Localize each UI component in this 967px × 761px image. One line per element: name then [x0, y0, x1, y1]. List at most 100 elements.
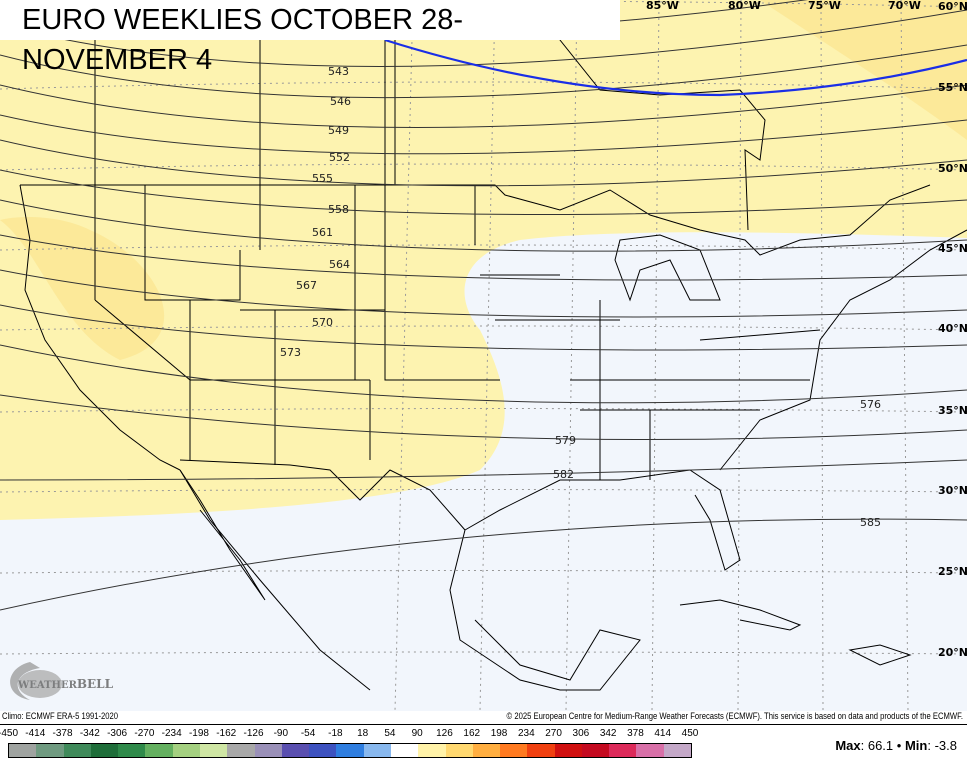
- us-mexico-border: [179, 459, 466, 531]
- colorbar-tick-label: 450: [681, 728, 699, 739]
- colorbar-swatch: [363, 744, 391, 757]
- strong-anomaly-region-ne: [760, 0, 967, 140]
- lat-label: 40°N: [938, 322, 967, 335]
- contour-label: 579: [555, 434, 576, 447]
- max-label: Max: [835, 738, 861, 753]
- contour-label: 573: [280, 346, 301, 359]
- mexico-coast: [449, 529, 641, 691]
- contour-label: 555: [312, 172, 333, 185]
- contour-label: 543: [328, 65, 349, 78]
- colorbar-swatch: [309, 744, 337, 757]
- page-title: EURO WEEKLIES OCTOBER 28-NOVEMBER 4: [0, 0, 620, 76]
- colorbar-swatch: [500, 744, 528, 757]
- colorbar-tick-label: -18: [328, 728, 343, 739]
- contour-label: 585: [860, 516, 881, 529]
- lat-label: 50°N: [938, 162, 967, 175]
- colorbar-labels: -450 -414 -378 -342 -306 -270 -234 -198 -162 -126…: [0, 728, 698, 740]
- colorbar-swatch: [554, 744, 582, 757]
- min-label: Min: [904, 738, 928, 753]
- contour-label: 549: [328, 124, 349, 137]
- latitude-labels: 60°N 55°N 50°N 45°N 40°N 35°N 30°N 25°N …: [938, 0, 967, 659]
- us-canada-border: [20, 184, 931, 256]
- contour-label: 558: [328, 203, 349, 216]
- lat-label: 30°N: [938, 484, 967, 497]
- climo-note: Climo: ECMWF ERA-5 1991-2020: [2, 711, 119, 721]
- lat-label: 20°N: [938, 646, 967, 659]
- colorbar-tick-label: 126: [436, 728, 453, 739]
- weatherbell-logo: WEATHERBELL: [10, 662, 114, 700]
- separator: •: [896, 738, 902, 753]
- colorbar-tick-label: 198: [490, 728, 508, 739]
- lat-label: 45°N: [938, 242, 967, 255]
- lat-label: 60°N: [938, 0, 967, 13]
- colorbar-tick-label: -342: [79, 728, 100, 739]
- political-boundaries: [19, 0, 967, 691]
- colorbar-swatch: [527, 744, 555, 757]
- colorbar-swatch: [390, 744, 419, 757]
- footer: Climo: ECMWF ERA-5 1991-2020 © 2025 Euro…: [0, 711, 967, 761]
- contour-labels: 543 546 549 552 555 558 561 564 567 570 …: [280, 65, 881, 529]
- colorbar-tick-label: 90: [411, 728, 423, 739]
- colorbar-tick-label: 306: [572, 728, 590, 739]
- lon-label: 80°W: [728, 0, 761, 12]
- colorbar-swatch: [227, 744, 255, 757]
- longitude-labels: 85°W 80°W 75°W 70°W: [646, 0, 921, 12]
- colorbar-tick-label: 54: [384, 728, 396, 739]
- contour-540-highlight: [384, 38, 967, 97]
- colorbar-swatch: [418, 744, 446, 757]
- colorbar-swatch: [581, 744, 610, 757]
- colorbar-swatch: [445, 744, 473, 757]
- colorbar-swatch: [9, 744, 37, 757]
- colorbar-swatch: [145, 744, 173, 757]
- caribbean-hispaniola: [848, 644, 912, 666]
- mexico-pacific-coast: [179, 469, 371, 691]
- contour-label: 582: [553, 468, 574, 481]
- contour-label: 576: [860, 398, 881, 411]
- colorbar-tick-label: 342: [599, 728, 617, 739]
- colorbar-tick-label: -90: [273, 728, 289, 739]
- colorbar-tick-label: -126: [243, 728, 264, 739]
- colorbar-tick-label: -414: [25, 728, 46, 739]
- colorbar-tick-label: -234: [161, 728, 182, 739]
- colorbar-swatch: [36, 744, 64, 757]
- colorbar-swatch: [636, 744, 664, 757]
- east-coast: [719, 229, 967, 471]
- colorbar-tick-label: 378: [627, 728, 644, 739]
- colorbar-swatch: [336, 744, 364, 757]
- colorbar-swatch: [199, 744, 228, 757]
- min-value: -3.8: [934, 738, 957, 753]
- colorbar-tick-label: 234: [517, 728, 535, 739]
- colorbar-tick-label: -378: [52, 728, 73, 739]
- divider: [0, 724, 967, 725]
- colorbar-swatch: [663, 744, 692, 757]
- geopotential-height-map: 543 546 549 552 555 558 561 564 567 570 …: [0, 0, 967, 711]
- contour-label: 552: [329, 151, 350, 164]
- lat-label: 35°N: [938, 404, 967, 417]
- contour-label: 567: [296, 279, 317, 292]
- colorbar-tick-label: -270: [134, 728, 155, 739]
- colorbar-tick-label: -162: [216, 728, 237, 739]
- hudson-bay: [559, 0, 766, 231]
- colorbar-tick-label: -450: [0, 728, 19, 739]
- gulf-coast: [464, 469, 741, 571]
- colorbar-swatch: [254, 744, 282, 757]
- contour-label: 564: [329, 258, 350, 271]
- colorbar-swatch: [609, 744, 637, 757]
- baja: [179, 469, 266, 601]
- colorbar-tick-label: -198: [188, 728, 209, 739]
- colorbar-swatch: [172, 744, 200, 757]
- colorbar-tick-label: -54: [300, 728, 316, 739]
- colorbar-tick-label: 18: [357, 728, 369, 739]
- lat-label: 25°N: [938, 565, 967, 578]
- max-min-readout: Max: 66.1 • Min: -3.8: [835, 738, 957, 753]
- colorbar-swatch: [118, 744, 146, 757]
- contour-label: 570: [312, 316, 333, 329]
- caribbean-cuba: [679, 599, 802, 631]
- lon-label: 70°W: [888, 0, 921, 12]
- colorbar-tick-label: 414: [654, 728, 672, 739]
- copyright-note: © 2025 European Centre for Medium-Range …: [506, 711, 963, 721]
- colorbar-swatch: [472, 744, 501, 757]
- colorbar-tick-label: -306: [107, 728, 128, 739]
- colorbar-tick-label: 270: [545, 728, 562, 739]
- colorbar-swatch: [63, 744, 91, 757]
